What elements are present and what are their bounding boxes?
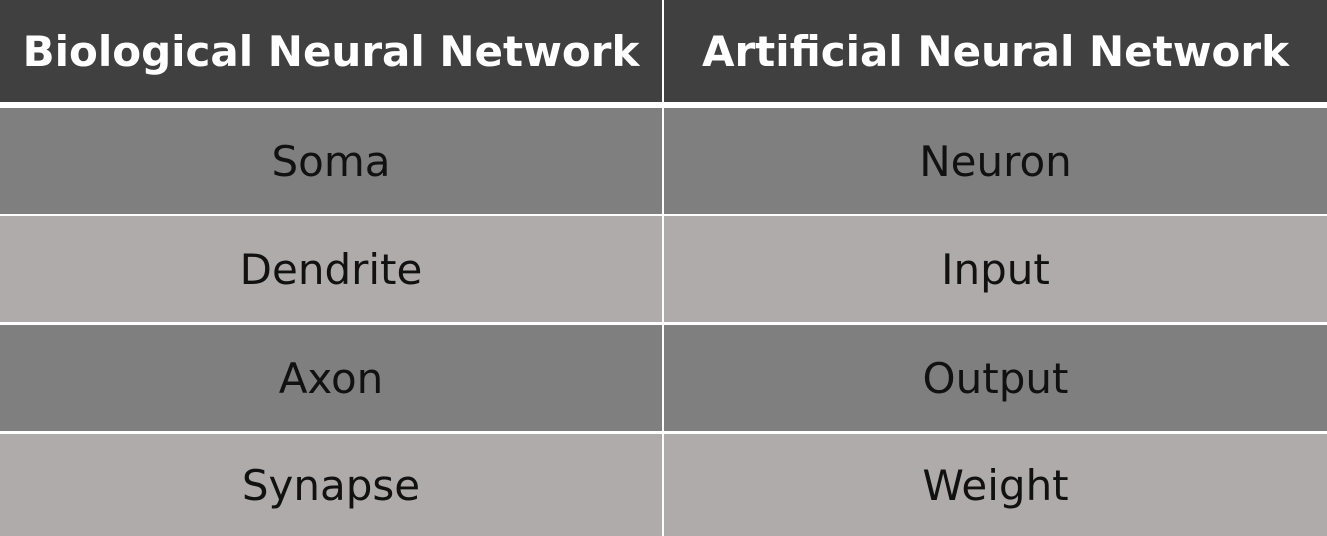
cell-biological-dendrite: Dendrite [0, 216, 662, 322]
cell-biological-synapse: Synapse [0, 434, 662, 536]
cell-artificial-output: Output [664, 325, 1327, 431]
cell-biological-axon: Axon [0, 325, 662, 431]
cell-artificial-weight: Weight [664, 434, 1327, 536]
header-artificial-neural-network: Artificial Neural Network [664, 0, 1327, 102]
cell-artificial-neuron: Neuron [664, 108, 1327, 214]
cell-biological-soma: Soma [0, 108, 662, 214]
header-biological-neural-network: Biological Neural Network [0, 0, 662, 102]
cell-artificial-input: Input [664, 216, 1327, 322]
